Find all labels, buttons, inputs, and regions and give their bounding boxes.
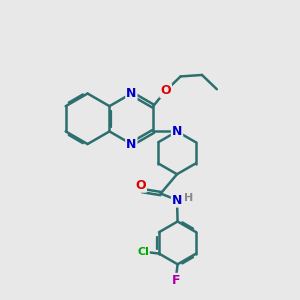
Text: H: H [184, 193, 194, 203]
Text: Cl: Cl [137, 247, 149, 257]
Text: N: N [172, 125, 182, 138]
Text: F: F [172, 274, 180, 287]
Text: O: O [135, 179, 146, 192]
Text: N: N [126, 138, 136, 151]
Text: O: O [160, 84, 171, 97]
Text: N: N [126, 87, 136, 100]
Text: N: N [172, 194, 182, 207]
